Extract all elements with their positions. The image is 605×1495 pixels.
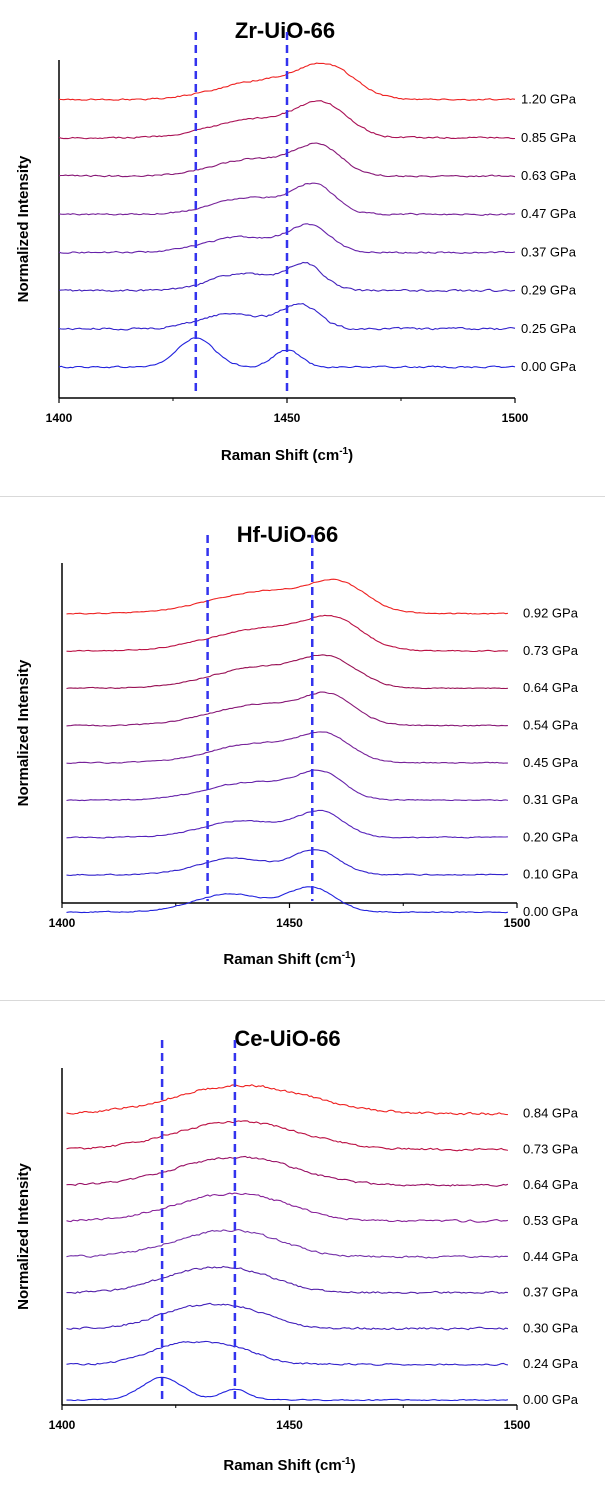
chart-panel-3: Ce-UiO-66 1400 1450 1500 Raman Shift (cm-1) N… [15,1026,579,1474]
y-axis-label: Normalized Intensity [15,155,32,302]
x-tick-label: 1500 [502,411,529,425]
pressure-label: 0.25 GPa [521,321,577,336]
y-axis-label: Normalized Intensity [15,1162,32,1309]
pressure-label: 0.63 GPa [521,168,577,183]
pressure-label: 0.37 GPa [521,244,577,259]
spectrum-line [66,731,508,764]
spectrum-line [66,1302,509,1331]
spectrum-line [66,1120,509,1152]
pressure-label: 0.54 GPa [523,718,579,733]
pressure-label: 0.29 GPa [521,283,577,298]
x-tick-label: 1400 [49,916,76,930]
pressure-label: 0.73 GPa [523,643,579,658]
spectrum-line [66,691,508,727]
panel-divider [0,1000,605,1001]
chart-title: Zr-UiO-66 [235,18,335,43]
x-tick-label: 1450 [274,411,301,425]
pressure-label: 0.45 GPa [523,755,579,770]
pressure-label: 0.84 GPa [523,1106,579,1121]
pressure-label: 0.85 GPa [521,130,577,145]
pressure-label: 0.31 GPa [523,792,579,807]
spectrum-line [66,1265,508,1295]
pressure-label: 0.92 GPa [523,606,579,621]
pressure-label: 0.64 GPa [523,1177,579,1192]
x-axis-label: Raman Shift (cm-1) [221,446,353,464]
spectrum-line [58,142,516,178]
spectrum-line [66,1192,508,1223]
chart-panel-1: Zr-UiO-66 1400 1450 1500 Raman Shift (cm-1) N… [15,18,577,464]
y-axis-label: Normalized Intensity [15,659,32,806]
spectrum-line [66,886,509,914]
spectrum-line [58,62,516,101]
spectrum-line [66,769,509,802]
pressure-label: 0.00 GPa [523,904,579,919]
pressure-label: 0.73 GPa [523,1141,579,1156]
x-tick-label: 1400 [49,1418,76,1432]
spectrum-line [58,100,516,140]
pressure-label: 0.10 GPa [523,867,579,882]
chart-panel-2: Hf-UiO-66 1400 1450 1500 Raman Shift (cm-1) N… [15,522,579,968]
x-tick-label: 1500 [504,916,531,930]
spectrum-line [66,614,508,653]
x-axis-label: Raman Shift (cm-1) [223,1456,355,1474]
pressure-label: 0.30 GPa [523,1320,579,1335]
panel-divider [0,496,605,497]
pressure-label: 0.37 GPa [523,1285,579,1300]
pressure-label: 0.44 GPa [523,1249,579,1264]
spectrum-line [66,1084,508,1116]
pressure-label: 0.00 GPa [523,1392,579,1407]
spectrum-line [66,1228,508,1259]
x-tick-label: 1400 [46,411,73,425]
pressure-label: 0.00 GPa [521,359,577,374]
pressure-label: 0.47 GPa [521,206,577,221]
x-axis-label: Raman Shift (cm-1) [223,950,355,968]
spectrum-line [66,1376,509,1402]
spectrum-line [66,1155,509,1187]
spectrum-line [66,1340,508,1366]
x-tick-label: 1500 [504,1418,531,1432]
chart-title: Ce-UiO-66 [234,1026,340,1051]
x-tick-label: 1450 [276,1418,303,1432]
spectrum-line [66,578,508,615]
pressure-label: 1.20 GPa [521,92,577,107]
pressure-label: 0.64 GPa [523,680,579,695]
pressure-label: 0.24 GPa [523,1356,579,1371]
chart-title: Hf-UiO-66 [237,522,338,547]
spectrum-line [66,654,508,690]
pressure-label: 0.53 GPa [523,1213,579,1228]
pressure-label: 0.20 GPa [523,829,579,844]
x-tick-label: 1450 [276,916,303,930]
spectrum-line [66,849,508,876]
spectrum-line [66,809,508,839]
